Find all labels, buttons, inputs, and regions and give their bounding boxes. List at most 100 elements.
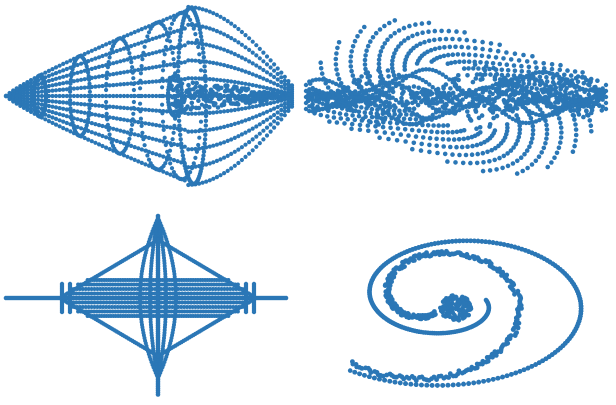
point — [96, 123, 102, 128]
point — [211, 11, 216, 16]
point — [156, 305, 160, 309]
point — [424, 382, 429, 388]
point — [481, 379, 486, 384]
point — [530, 76, 535, 81]
point — [590, 95, 595, 101]
point — [325, 114, 330, 119]
point — [387, 88, 392, 94]
point — [350, 99, 355, 104]
point — [107, 291, 112, 296]
point — [327, 93, 332, 98]
point — [165, 38, 170, 43]
point — [279, 70, 284, 75]
point — [161, 127, 166, 132]
point — [121, 82, 127, 87]
point — [201, 153, 206, 158]
point — [567, 96, 572, 101]
point — [219, 287, 224, 291]
point — [427, 67, 432, 72]
point — [104, 291, 109, 296]
point — [192, 296, 197, 300]
point — [254, 104, 259, 109]
point — [257, 65, 262, 70]
point — [207, 9, 212, 14]
point — [186, 14, 191, 19]
point — [86, 70, 91, 75]
point — [139, 120, 144, 125]
point — [377, 27, 383, 32]
point — [239, 55, 244, 60]
point — [434, 101, 440, 106]
point — [443, 239, 448, 245]
point — [500, 109, 505, 115]
point — [161, 169, 166, 174]
panel-top-left — [3, 4, 295, 188]
point — [377, 105, 382, 111]
point — [140, 57, 145, 62]
point — [463, 152, 469, 158]
point — [425, 49, 430, 55]
point — [353, 108, 358, 114]
point — [134, 296, 139, 300]
point — [493, 86, 499, 92]
point — [327, 119, 332, 124]
point — [484, 60, 490, 65]
point — [427, 149, 432, 155]
point — [429, 383, 435, 388]
point — [197, 27, 202, 32]
point — [254, 73, 259, 78]
point — [317, 100, 322, 105]
point — [512, 68, 518, 74]
point — [397, 82, 402, 87]
point — [190, 105, 195, 110]
point — [488, 47, 493, 53]
point — [239, 81, 244, 86]
point — [113, 300, 118, 305]
point — [247, 117, 252, 122]
point — [86, 113, 91, 118]
point — [145, 34, 150, 39]
point — [137, 93, 143, 99]
point — [564, 86, 569, 91]
point — [197, 6, 202, 11]
point — [128, 296, 133, 300]
point — [243, 57, 248, 62]
point — [154, 35, 159, 40]
point — [373, 84, 379, 89]
point — [193, 58, 198, 63]
point — [493, 145, 498, 151]
point — [180, 296, 185, 300]
point — [127, 287, 132, 291]
point — [586, 82, 591, 87]
point — [480, 85, 485, 91]
point — [581, 80, 587, 86]
point — [557, 67, 563, 73]
point — [61, 93, 66, 99]
point — [46, 114, 52, 119]
point — [360, 116, 366, 122]
point — [114, 116, 119, 121]
point — [390, 80, 395, 86]
point — [466, 381, 471, 386]
point — [250, 148, 255, 153]
point — [320, 90, 325, 95]
point — [520, 74, 525, 80]
point — [527, 144, 532, 149]
point — [229, 122, 234, 128]
point — [150, 65, 155, 70]
point — [389, 62, 395, 67]
point — [111, 115, 116, 120]
point — [517, 75, 522, 80]
point — [586, 92, 592, 97]
point — [502, 99, 507, 105]
point — [349, 126, 354, 132]
point — [161, 48, 166, 53]
point — [232, 107, 237, 113]
point — [64, 66, 69, 72]
point — [517, 123, 522, 129]
point — [196, 98, 201, 103]
point — [222, 291, 227, 296]
point — [527, 89, 532, 95]
point — [190, 287, 195, 291]
point — [100, 43, 105, 49]
